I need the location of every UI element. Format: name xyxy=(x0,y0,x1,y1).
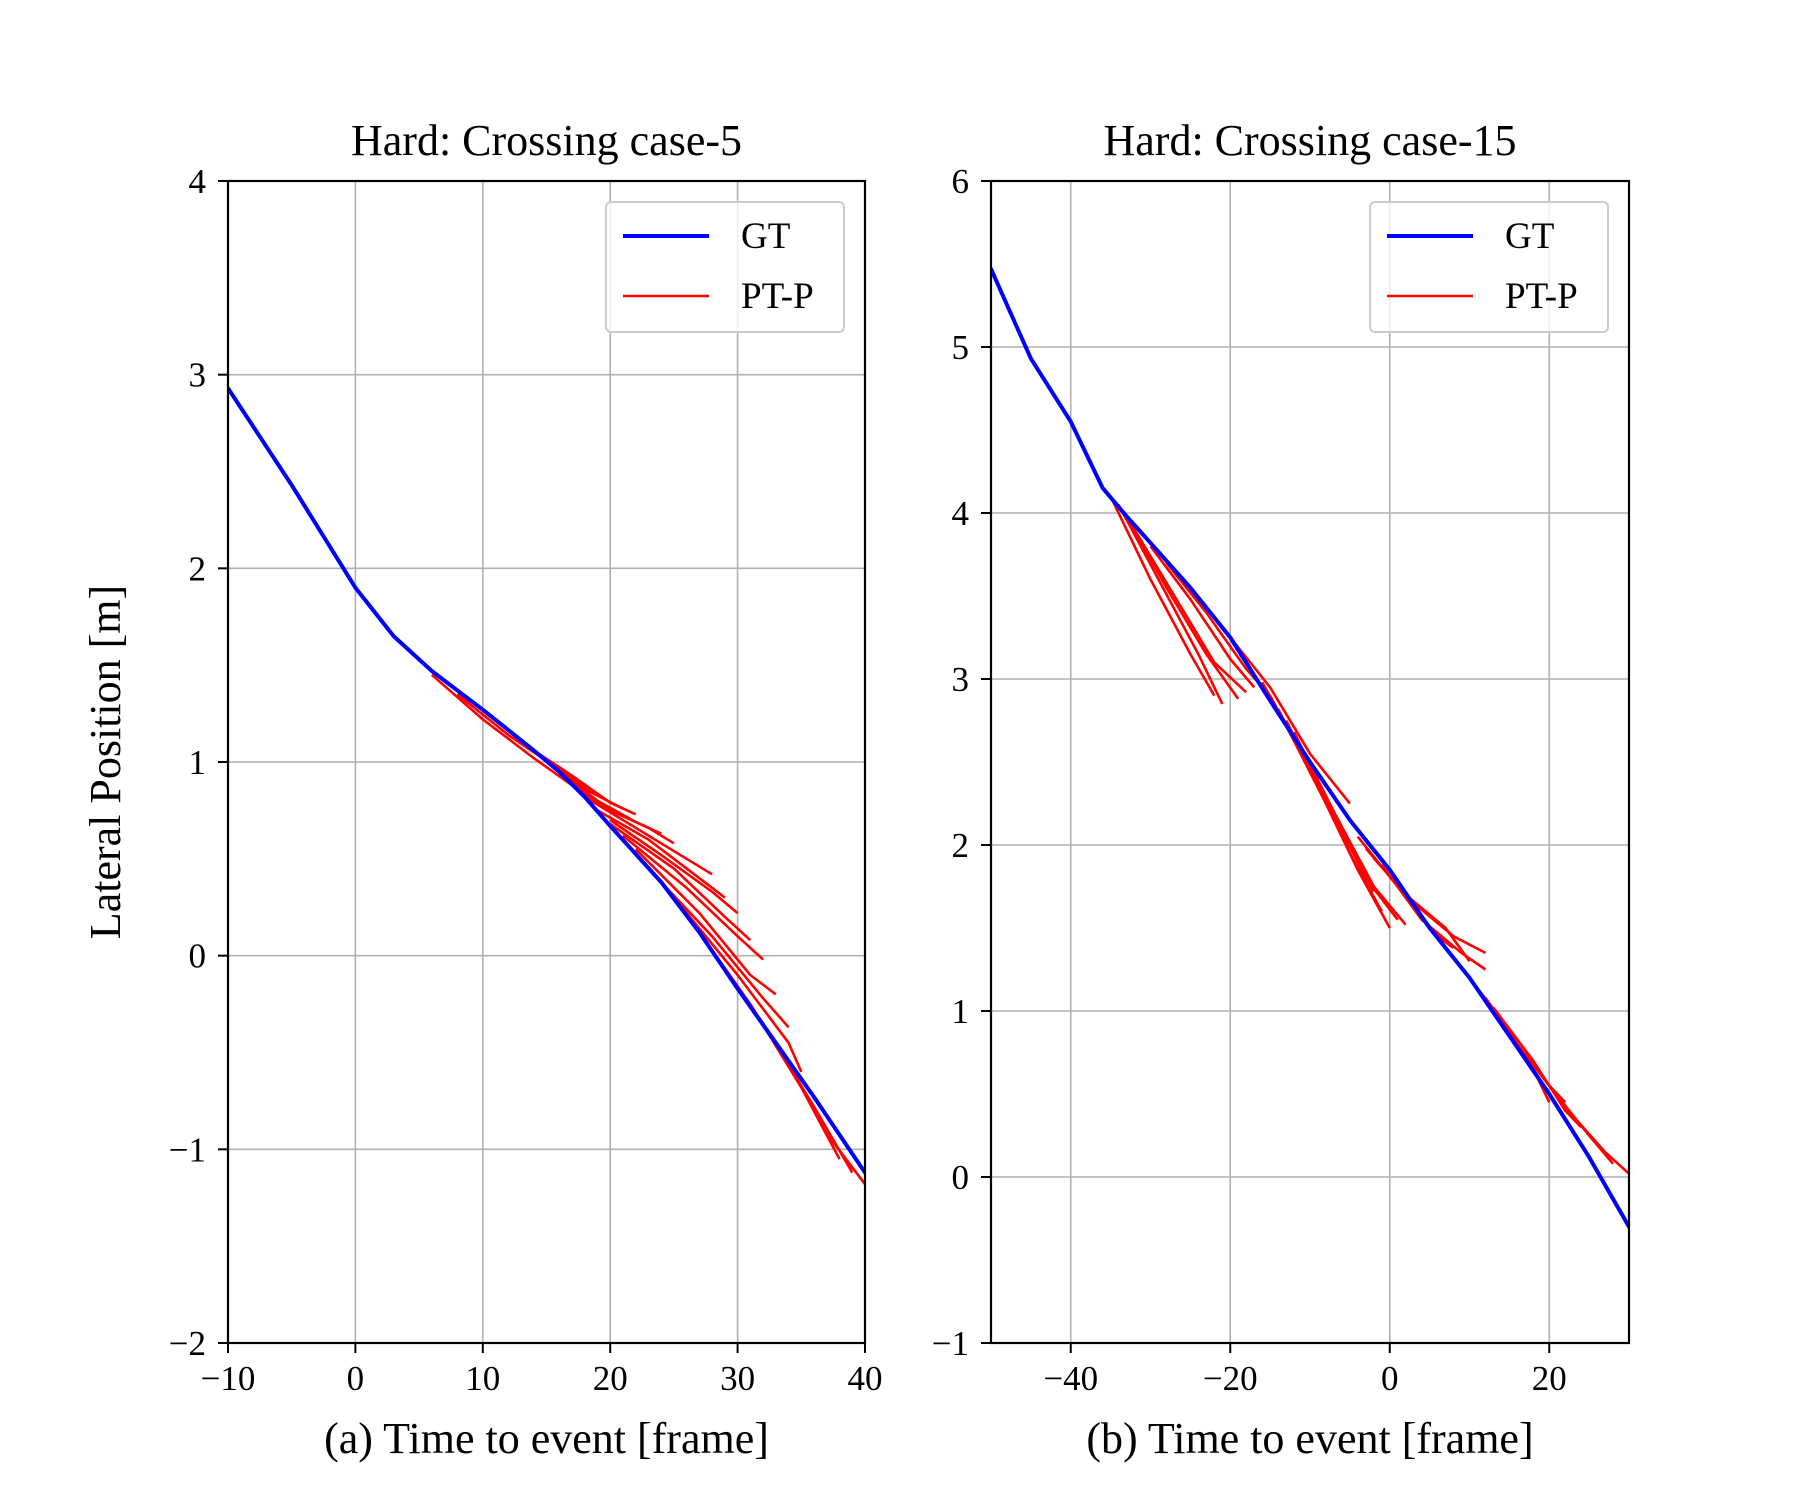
y-tick-label-2: 1 xyxy=(952,992,970,1031)
y-tick-label-7: 6 xyxy=(952,162,970,201)
ticks-b: −40 −20 0 20 −1 0 1 2 3 4 5 6 xyxy=(932,162,1567,1398)
ptp-trajectory-0 xyxy=(430,673,573,787)
y-tick-label-5: 3 xyxy=(189,356,207,395)
legend-gt-label-a: GT xyxy=(741,216,790,257)
legend-ptp-label-a: PT-P xyxy=(741,276,814,317)
legend-a: GT PT-P xyxy=(605,201,845,333)
x-tick-label-0: −10 xyxy=(201,1359,256,1398)
ptp-trajectory-6 xyxy=(1229,636,1351,805)
y-tick-label-4: 3 xyxy=(952,660,970,699)
y-tick-label-0: −2 xyxy=(169,1324,206,1363)
x-tick-label-2: 10 xyxy=(465,1359,500,1398)
x-tick-label-3: 20 xyxy=(1532,1359,1567,1398)
ptp-trajectory-6 xyxy=(584,795,713,876)
x-tick-label-1: −20 xyxy=(1203,1359,1258,1398)
ptp-trajectory-5 xyxy=(571,784,675,845)
x-tick-label-2: 0 xyxy=(1381,1359,1399,1398)
y-axis-label-a: Lateral Position [m] xyxy=(81,585,130,939)
ptp-trajectory-3 xyxy=(533,749,637,816)
axes-frame-b xyxy=(989,179,1631,1345)
chart-title-a: Hard: Crossing case-5 xyxy=(351,116,742,165)
ptp-trajectory-0 xyxy=(1109,495,1216,697)
ptp-trajectory-16 xyxy=(1380,864,1487,971)
y-tick-label-3: 2 xyxy=(952,826,970,865)
ptp-trajectory-13 xyxy=(672,896,803,1073)
y-tick-label-0: −1 xyxy=(932,1324,969,1363)
y-tick-label-1: 0 xyxy=(952,1158,970,1197)
y-tick-label-4: 2 xyxy=(189,549,207,588)
y-tick-label-6: 4 xyxy=(189,162,207,201)
gt-line xyxy=(991,267,1629,1229)
gt-line xyxy=(228,386,865,1175)
y-tick-label-1: −1 xyxy=(169,1130,206,1169)
ptp-trajectory-10 xyxy=(622,834,764,961)
y-tick-label-6: 5 xyxy=(952,328,970,367)
legend-b: GT PT-P xyxy=(1369,201,1609,333)
ptp-trajectory-21 xyxy=(1532,1063,1629,1175)
ptp-trajectory-12 xyxy=(647,867,790,1029)
y-tick-label-2: 0 xyxy=(189,937,207,976)
ptp-trajectory-4 xyxy=(1149,545,1256,689)
series-lines-b xyxy=(991,267,1629,1229)
series-lines-a xyxy=(228,386,865,1185)
legend-gt-label-b: GT xyxy=(1505,216,1554,257)
x-axis-label-a: (a) Time to event [frame] xyxy=(324,1414,769,1463)
x-tick-label-5: 40 xyxy=(848,1359,883,1398)
x-tick-label-1: 0 xyxy=(347,1359,365,1398)
x-axis-label-b: (b) Time to event [frame] xyxy=(1086,1414,1533,1463)
y-tick-label-5: 4 xyxy=(952,494,970,533)
x-tick-label-4: 30 xyxy=(720,1359,755,1398)
legend-ptp-label-b: PT-P xyxy=(1505,276,1578,317)
ptp-trajectory-7 xyxy=(596,809,726,899)
ptp-trajectory-11 xyxy=(634,848,777,996)
ptp-trajectory-9 xyxy=(609,822,752,942)
ptp-trajectory-12 xyxy=(1292,731,1407,926)
panel-b: −40 −20 0 20 −1 0 1 2 3 4 5 6 Hard: Crossing case-1… xyxy=(932,116,1631,1463)
chart-title-b: Hard: Crossing case-15 xyxy=(1103,116,1516,165)
x-tick-label-3: 20 xyxy=(593,1359,628,1398)
ptp-trajectory-10 xyxy=(1276,708,1391,929)
x-tick-label-0: −40 xyxy=(1043,1359,1098,1398)
ptp-trajectory-3 xyxy=(1133,528,1248,694)
y-tick-label-3: 1 xyxy=(189,743,207,782)
ptp-trajectory-8 xyxy=(609,819,739,915)
ptp-trajectory-1 xyxy=(1117,504,1224,705)
